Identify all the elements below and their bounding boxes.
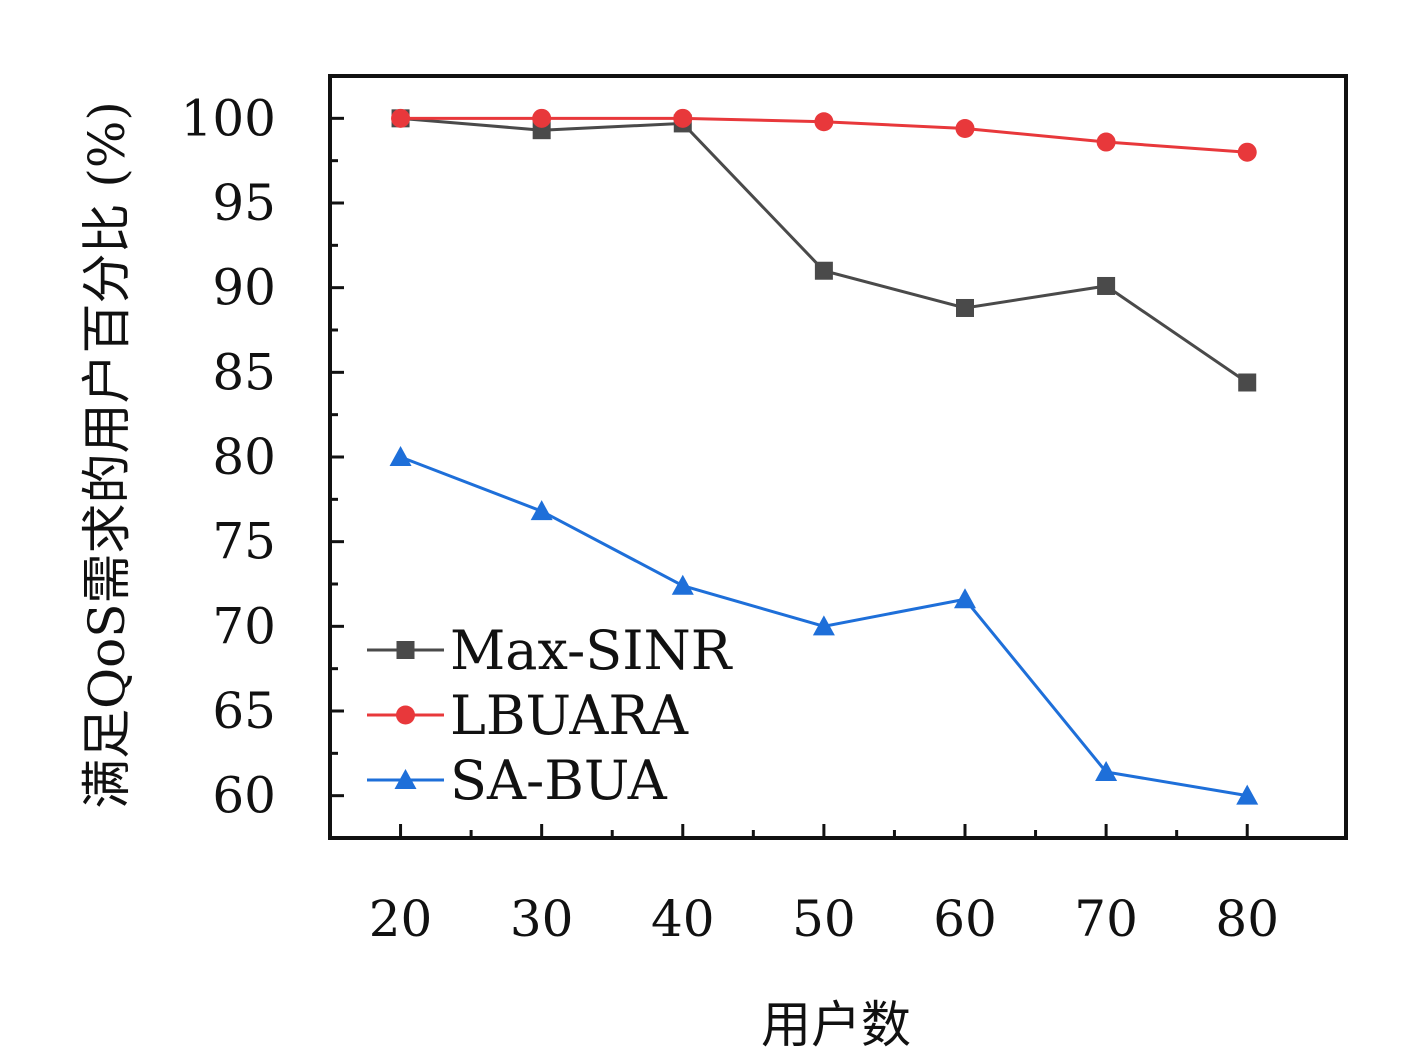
legend-swatch-marker xyxy=(396,641,415,659)
legend-label: LBUARA xyxy=(450,684,689,747)
legend-label: Max-SINR xyxy=(450,619,733,682)
series-layer xyxy=(389,108,1259,805)
legend-swatch-marker xyxy=(396,705,415,725)
y-tick-label: 90 xyxy=(212,259,276,317)
y-tick-label: 80 xyxy=(212,428,276,486)
data-point-sa-bua xyxy=(530,500,553,521)
data-point-max-sinr xyxy=(956,298,974,317)
legend-item-max-sinr: Max-SINR xyxy=(367,619,733,682)
data-point-sa-bua xyxy=(671,574,694,595)
data-point-lbuara xyxy=(955,118,975,138)
plot-frame xyxy=(328,74,1348,840)
data-point-lbuara xyxy=(532,108,552,128)
data-point-lbuara xyxy=(1096,132,1116,152)
y-tick-label: 60 xyxy=(212,767,276,825)
series-line-max-sinr xyxy=(400,116,1249,384)
series-sa-bua xyxy=(389,446,1259,805)
data-point-sa-bua xyxy=(1095,760,1118,781)
data-point-max-sinr xyxy=(1097,276,1116,295)
y-tick-label: 85 xyxy=(212,343,276,401)
data-point-sa-bua xyxy=(954,588,976,609)
x-axis-title: 用户数 xyxy=(761,996,911,1054)
series-lbuara xyxy=(391,108,1257,162)
series-max-sinr xyxy=(391,109,1257,392)
data-point-lbuara xyxy=(814,112,834,132)
y-tick-label: 70 xyxy=(212,597,276,655)
x-tick-label: 40 xyxy=(651,890,715,948)
x-tick-label: 20 xyxy=(369,890,433,948)
y-tick-label: 75 xyxy=(212,513,276,571)
data-point-sa-bua xyxy=(1236,784,1259,805)
data-point-max-sinr xyxy=(1238,373,1257,392)
data-point-lbuara xyxy=(673,108,693,128)
data-point-lbuara xyxy=(391,108,411,128)
x-tick-label: 30 xyxy=(510,890,574,948)
legend-label: SA-BUA xyxy=(450,749,668,812)
y-axis-title: 满足QoS需求的用户百分比 (%) xyxy=(78,101,136,809)
legend-swatch-marker xyxy=(394,769,417,789)
data-point-sa-bua xyxy=(812,615,835,636)
x-tick-label: 70 xyxy=(1074,890,1138,948)
y-tick-label: 95 xyxy=(212,174,276,232)
x-tick-label: 50 xyxy=(792,890,856,948)
x-tick-label: 80 xyxy=(1215,890,1279,948)
y-tick-label: 65 xyxy=(212,682,276,740)
legend-item-lbuara: LBUARA xyxy=(367,684,689,747)
data-point-sa-bua xyxy=(389,446,412,466)
tick-labels: 20 30 40 50 60 70 80 60 65 70 75 80 85 90 95 100 xyxy=(181,89,1279,948)
y-tick-label: 100 xyxy=(181,89,276,147)
data-point-max-sinr xyxy=(814,261,833,280)
legend-item-sa-bua: SA-BUA xyxy=(367,749,668,812)
data-point-lbuara xyxy=(1237,142,1257,162)
x-tick-label: 60 xyxy=(933,890,997,948)
